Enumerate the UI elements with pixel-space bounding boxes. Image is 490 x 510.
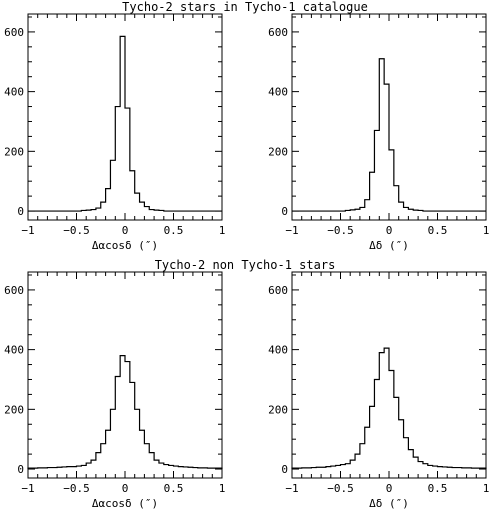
top-right-ytick-label: 200 (268, 145, 288, 158)
top-left-ytick-label: 200 (4, 145, 24, 158)
bottom-left-ytick-label: 400 (4, 344, 24, 357)
bottom-left-xtick-label: 0.5 (164, 482, 184, 495)
bottom-left-xtick-label: −1 (21, 482, 34, 495)
bottom-left-ytick-label: 0 (17, 463, 24, 476)
bottom-left-xtick-label: 0 (122, 482, 129, 495)
bottom-left-xtick-label: 1 (219, 482, 226, 495)
bottom-left-frame (27, 271, 223, 479)
top-left-ytick-label: 400 (4, 86, 24, 99)
top-row-title: Tycho-2 stars in Tycho-1 catalogue (122, 0, 368, 14)
top-right-xtick-label: 0.5 (428, 224, 448, 237)
top-right-xtick-label: 1 (483, 224, 490, 237)
top-right-ytick-label: 0 (281, 205, 288, 218)
bottom-right-frame (291, 271, 487, 479)
bottom-left-histogram-line (27, 354, 223, 470)
bottom-row-title: Tycho-2 non Tycho-1 stars (154, 258, 336, 272)
bottom-right-ytick-label: 200 (268, 403, 288, 416)
bottom-right-xtick-label: 0.5 (428, 482, 448, 495)
top-left-ytick-label: 0 (17, 205, 24, 218)
top-left-xtick-label: 0 (122, 224, 129, 237)
bottom-right-xtick-label: −1 (285, 482, 298, 495)
bottom-right-xlabel: Δδ (″) (369, 497, 409, 510)
bottom-right-xtick-label: −0.5 (327, 482, 354, 495)
bottom-right-histogram-line (291, 347, 487, 470)
bottom-right-ytick-label: 600 (268, 284, 288, 297)
top-left-ytick-label: 600 (4, 26, 24, 39)
top-right-xtick-label: −1 (285, 224, 298, 237)
top-right-xtick-label: −0.5 (327, 224, 354, 237)
bottom-left-xlabel: Δαcosδ (″) (92, 497, 158, 510)
top-right-histogram-line (292, 58, 486, 212)
bottom-right-xtick-label: 0 (386, 482, 393, 495)
top-right-ytick-label: 400 (268, 86, 288, 99)
top-left-xlabel: Δαcosδ (″) (92, 239, 158, 252)
top-left-xtick-label: 0.5 (164, 224, 184, 237)
bottom-left-ytick-label: 600 (4, 284, 24, 297)
top-left-histogram-line (28, 35, 222, 212)
bottom-left-xtick-label: −0.5 (63, 482, 90, 495)
top-right-xlabel: Δδ (″) (369, 239, 409, 252)
top-left-xtick-label: −0.5 (63, 224, 90, 237)
bottom-right-xtick-label: 1 (483, 482, 490, 495)
top-right-ytick-label: 600 (268, 26, 288, 39)
top-left-xtick-label: 1 (219, 224, 226, 237)
bottom-right-ytick-label: 0 (281, 463, 288, 476)
top-right-xtick-label: 0 (386, 224, 393, 237)
bottom-left-ytick-label: 200 (4, 403, 24, 416)
bottom-right-ytick-label: 400 (268, 344, 288, 357)
top-left-xtick-label: −1 (21, 224, 34, 237)
